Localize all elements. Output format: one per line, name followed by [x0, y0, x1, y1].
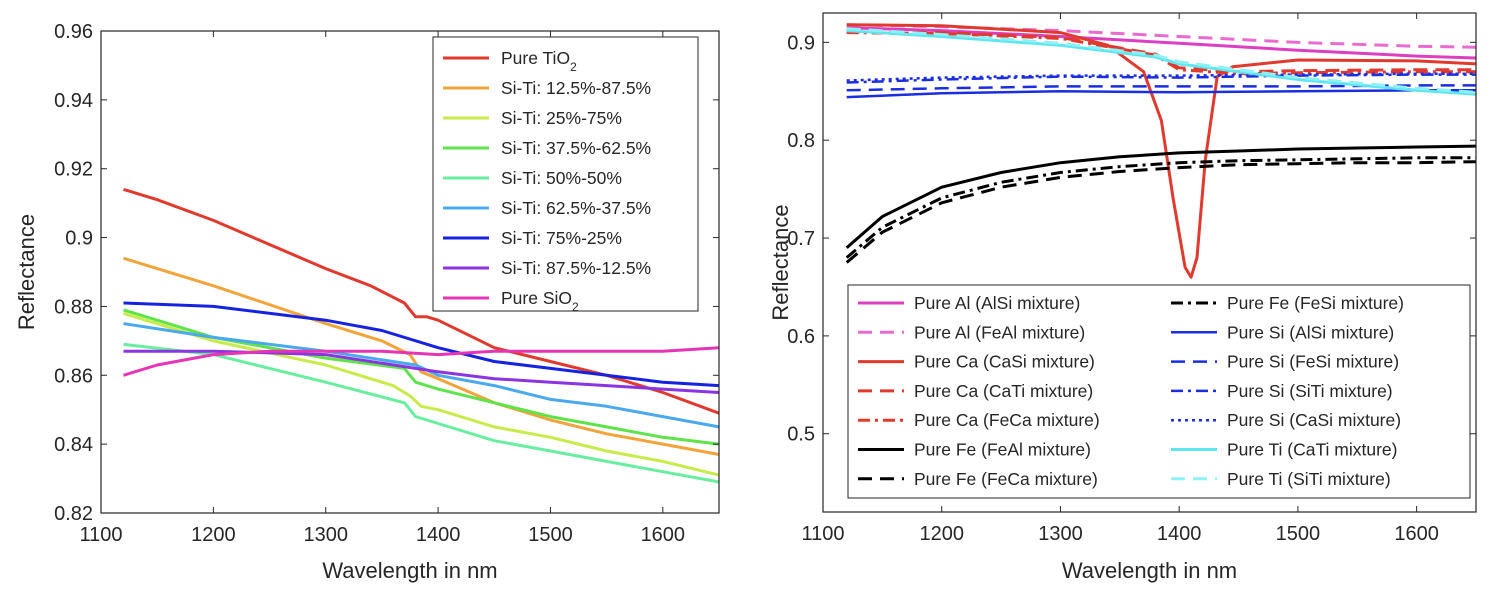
- y-tick-label: 0.84: [54, 434, 93, 456]
- y-tick-label: 0.96: [54, 21, 93, 43]
- x-tick-label: 1100: [79, 524, 122, 546]
- legend-label-pure-sio2: Pure SiO2: [501, 288, 579, 314]
- y-tick-label: 0.94: [54, 90, 93, 112]
- legend-label-si-ti-12-5-87-5: Si-Ti: 12.5%-87.5%: [501, 78, 651, 98]
- legend-label-pure-si-siti-mixture: Pure Si (SiTi mixture): [1227, 381, 1393, 401]
- series-line-pure-al-alsi-mixture: [846, 26, 1477, 60]
- x-tick-label: 1100: [801, 523, 844, 545]
- series-line-pure-fe-feal-mixture: [845, 144, 1477, 249]
- legend: Pure Al (AlSi mixture) Pure Al (FeAl mixt…: [847, 284, 1471, 499]
- x-tick-label: 1300: [303, 524, 348, 546]
- y-axis-label: Reflectance: [768, 204, 793, 320]
- legend-label-pure-ti-cati-mixture: Pure Ti (CaTi mixture): [1227, 440, 1398, 460]
- legend-label-pure-fe-feal-mixture: Pure Fe (FeAl mixture): [914, 440, 1091, 460]
- legend-label-si-ti-75-25: Si-Ti: 75%-25%: [501, 228, 622, 248]
- legend-label-si-ti-50-50: Si-Ti: 50%-50%: [501, 168, 622, 188]
- axes-box: [100, 30, 720, 514]
- series-line-pure-ti-siti-mixture: [846, 27, 1477, 94]
- x-axis-label: Wavelength in nm: [1062, 558, 1237, 583]
- left-chart: 1100 1200 1300 1400 1500 1600 0.82 0.84 0.86 0.88…: [14, 21, 720, 583]
- y-tick-label: 0.9: [787, 32, 815, 54]
- y-tick-label: 0.86: [54, 365, 93, 387]
- y-axis-label: Reflectance: [14, 214, 39, 330]
- x-tick-label: 1200: [191, 524, 236, 546]
- series-lines: [845, 23, 1477, 279]
- y-tick-label: 0.7: [787, 228, 815, 250]
- legend-label-pure-si-casi-mixture: Pure Si (CaSi mixture): [1227, 410, 1401, 430]
- legend-label-pure-fe-feca-mixture: Pure Fe (FeCa mixture): [914, 469, 1098, 489]
- legend-label-pure-ti-siti-mixture: Pure Ti (SiTi mixture): [1227, 469, 1391, 489]
- legend-label-pure-si-fesi-mixture: Pure Si (FeSi mixture): [1227, 352, 1399, 372]
- y-tick-label: 0.92: [54, 159, 93, 181]
- series-line-si-ti-75-25: [123, 301, 720, 388]
- right-chart: 1100 1200 1300 1400 1500 1600 0.5 0.6 0.7 0.8 0.9 W…: [768, 12, 1477, 583]
- series-line-pure-si-casi-mixture: [846, 72, 1476, 82]
- legend: Pure TiO2 Si-Ti: 12.5%-87.5% Si-Ti: 25%-75…: [432, 36, 699, 314]
- legend-label-pure-al-alsi-mixture: Pure Al (AlSi mixture): [914, 293, 1080, 313]
- legend-label-pure-tio2: Pure TiO2: [501, 48, 577, 74]
- legend-box: [432, 36, 699, 312]
- legend-label-pure-al-feal-mixture: Pure Al (FeAl mixture): [914, 322, 1085, 342]
- series-line-pure-si-fesi-mixture: [846, 84, 1476, 92]
- series-line-pure-si-siti-mixture: [846, 73, 1476, 84]
- series-line-pure-tio2: [123, 187, 720, 415]
- x-tick-label: 1400: [416, 524, 461, 546]
- series-line-pure-fe-fesi-mixture: [845, 156, 1476, 259]
- legend-box: [847, 284, 1471, 499]
- series-line-pure-fe-feca-mixture: [845, 160, 1477, 264]
- x-tick-label: 1400: [1157, 523, 1202, 545]
- y-tick-label: 0.82: [54, 503, 93, 525]
- x-tick-label: 1500: [528, 524, 573, 546]
- legend-label-pure-ca-feca-mixture: Pure Ca (FeCa mixture): [914, 410, 1100, 430]
- y-tick-label: 0.9: [65, 228, 93, 250]
- y-tick-label: 0.5: [787, 424, 815, 446]
- y-tick-label: 0.88: [54, 296, 93, 318]
- y-tick-label: 0.6: [787, 326, 815, 348]
- series-lines: [123, 187, 720, 484]
- legend-label-si-ti-87-5-12-5: Si-Ti: 87.5%-12.5%: [501, 258, 651, 278]
- y-tick-label: 0.8: [787, 130, 815, 152]
- x-axis-label: Wavelength in nm: [322, 558, 497, 583]
- series-line-pure-ca-feca-mixture: [846, 31, 1476, 76]
- axes-box: [822, 12, 1477, 513]
- x-tick-label: 1200: [919, 523, 964, 545]
- series-line-si-ti-50-50: [123, 342, 720, 484]
- x-tick-label: 1300: [1038, 523, 1083, 545]
- legend-label-si-ti-25-75: Si-Ti: 25%-75%: [501, 108, 622, 128]
- legend-label-si-ti-62-5-37-5: Si-Ti: 62.5%-37.5%: [501, 198, 651, 218]
- series-line-si-ti-62-5-37-5: [123, 322, 720, 429]
- series-line-pure-ti-cati-mixture: [846, 29, 1477, 96]
- series-line-si-ti-25-75: [123, 311, 720, 477]
- series-line-pure-ca-casi-mixture: [846, 23, 1477, 279]
- x-tick-label: 1600: [1394, 523, 1439, 545]
- legend-label-pure-si-alsi-mixture: Pure Si (AlSi mixture): [1227, 322, 1394, 342]
- legend-label-pure-ca-casi-mixture: Pure Ca (CaSi mixture): [914, 352, 1095, 372]
- series-line-pure-sio2: [123, 346, 720, 377]
- legend-label-pure-ca-cati-mixture: Pure Ca (CaTi mixture): [914, 381, 1093, 401]
- legend-label-si-ti-37-5-62-5: Si-Ti: 37.5%-62.5%: [501, 138, 651, 158]
- legend-label-pure-fe-fesi-mixture: Pure Fe (FeSi mixture): [1227, 293, 1404, 313]
- x-tick-label: 1500: [1276, 523, 1321, 545]
- x-tick-label: 1600: [641, 524, 686, 546]
